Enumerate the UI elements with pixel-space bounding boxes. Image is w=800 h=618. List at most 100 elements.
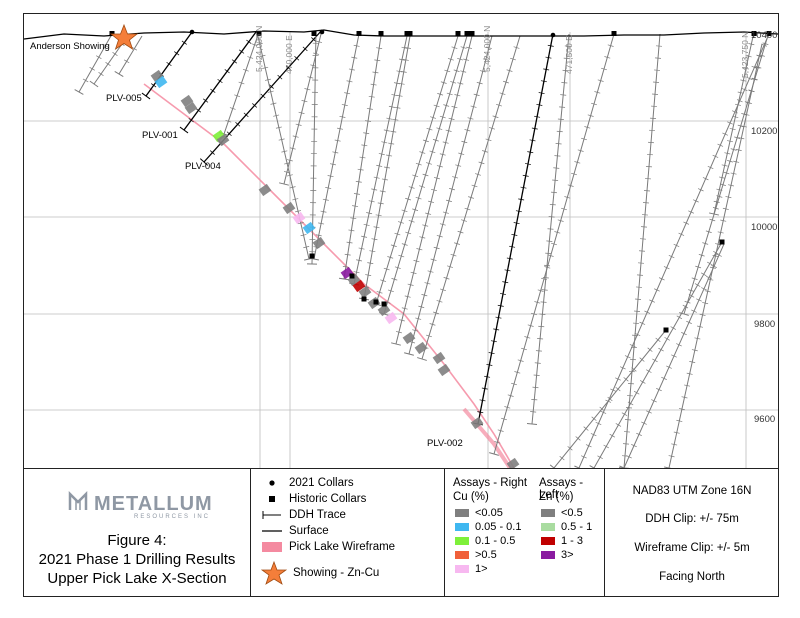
trace-tick xyxy=(259,54,266,57)
info-ddh-clip: DDH Clip: +/- 75m xyxy=(645,513,739,525)
trace-end-cap xyxy=(574,465,581,468)
trace-tick xyxy=(401,243,408,246)
elevation-label-10000: 10000 xyxy=(751,222,777,233)
trace-tick xyxy=(89,67,95,71)
trace-tick xyxy=(686,372,693,375)
trace-tick xyxy=(166,61,172,67)
trace-tick xyxy=(415,196,422,200)
trace-tick xyxy=(424,282,431,285)
trace-tick xyxy=(445,199,452,202)
trace-tick xyxy=(454,242,460,245)
trace-tick xyxy=(373,226,380,229)
trace-tick xyxy=(493,328,500,331)
trace-tick xyxy=(734,136,741,139)
trace-tick xyxy=(408,186,415,189)
trace-tick xyxy=(307,76,314,79)
assay-interval-23 xyxy=(506,457,520,468)
trace-tick xyxy=(513,222,520,225)
trace-tick xyxy=(489,127,495,130)
trace-tick xyxy=(538,325,545,328)
trace-tick xyxy=(546,240,553,242)
trace-tick xyxy=(636,432,642,436)
cross-section-view: Anderson Showing PLV-005 PLV-001 PLV-004… xyxy=(24,23,778,468)
logo-wordmark: METALLUM xyxy=(94,493,213,515)
trace-tick xyxy=(376,47,383,49)
trace-tick xyxy=(477,411,484,414)
trace-tick xyxy=(353,193,360,195)
trace-tick xyxy=(461,140,468,144)
hole-label-plv-005: PLV-005 xyxy=(106,93,142,104)
trace-tick xyxy=(722,132,729,136)
trace-tick xyxy=(466,46,473,49)
trace-tick xyxy=(439,153,446,156)
figure-title: 2021 Phase 1 Drilling Results xyxy=(38,551,236,568)
trace-tick xyxy=(673,431,680,434)
trace-tick xyxy=(112,51,118,57)
trace-tick xyxy=(460,70,467,73)
ddh-trace-27 xyxy=(578,33,770,468)
grid-label-3: 471,500 E xyxy=(564,35,574,74)
trace-tick xyxy=(468,196,474,199)
trace-tick xyxy=(473,93,480,96)
trace-tick xyxy=(392,118,399,121)
trace-tick xyxy=(753,66,760,69)
trace-tick xyxy=(351,56,358,59)
trace-tick xyxy=(410,271,417,274)
assay-interval-16 xyxy=(377,303,391,317)
collar-historic-8 xyxy=(464,31,470,36)
trace-tick xyxy=(545,252,552,255)
trace-end-cap xyxy=(489,452,499,456)
trace-tick xyxy=(471,184,478,188)
trace-tick xyxy=(730,172,737,175)
trace-tick xyxy=(381,178,388,181)
swatch-label: >0.5 xyxy=(475,549,497,561)
cu-assay-class-2: 0.1 - 0.5 xyxy=(455,535,515,547)
trace-tick xyxy=(246,39,252,44)
ddh-trace-0 xyxy=(78,33,113,93)
trace-tick xyxy=(433,177,440,180)
trace-tick xyxy=(595,421,602,426)
trace-tick xyxy=(268,84,274,89)
collar-subsurface-6 xyxy=(663,327,669,333)
hole-label-plv-001: PLV-001 xyxy=(142,130,178,141)
trace-tick xyxy=(298,111,305,114)
trace-tick xyxy=(407,283,414,286)
collar-historic-6 xyxy=(407,31,413,36)
cu-assay-class-4: 1> xyxy=(455,563,488,575)
trace-tick xyxy=(513,46,520,49)
trace-tick xyxy=(425,212,432,215)
trace-tick xyxy=(450,253,457,257)
trace-tick xyxy=(563,57,570,60)
trace-tick xyxy=(484,375,491,378)
trace-tick xyxy=(430,258,437,261)
symbol-legend: 2021 Collars Historic Collars DDH Trace … xyxy=(250,469,444,597)
trace-tick xyxy=(415,162,422,166)
trace-tick xyxy=(300,234,307,237)
trace-tick xyxy=(696,298,702,302)
trace-tick xyxy=(626,455,632,459)
trace-tick xyxy=(383,267,390,271)
trace-tick xyxy=(623,377,629,382)
trace-tick xyxy=(515,210,522,213)
trace-tick xyxy=(304,88,311,91)
trace-tick xyxy=(426,128,433,131)
trace-tick xyxy=(366,108,373,110)
trace-tick xyxy=(702,302,709,305)
trace-tick xyxy=(401,209,408,212)
trace-tick xyxy=(719,183,726,186)
trace-tick xyxy=(524,163,532,165)
trace-tick xyxy=(444,69,451,73)
trace-tick xyxy=(352,205,359,207)
trace-tick xyxy=(443,104,450,107)
trace-tick xyxy=(591,416,597,421)
zn-assay-class-2: 1 - 3 xyxy=(541,535,583,547)
trace-tick xyxy=(740,125,747,128)
trace-tick xyxy=(436,127,443,130)
trace-tick xyxy=(681,332,687,336)
trace-tick xyxy=(631,444,637,448)
trace-tick xyxy=(426,334,432,338)
trace-tick xyxy=(540,80,547,83)
trace-tick xyxy=(394,232,401,236)
trace-tick xyxy=(534,301,541,304)
trace-tick xyxy=(251,43,258,47)
